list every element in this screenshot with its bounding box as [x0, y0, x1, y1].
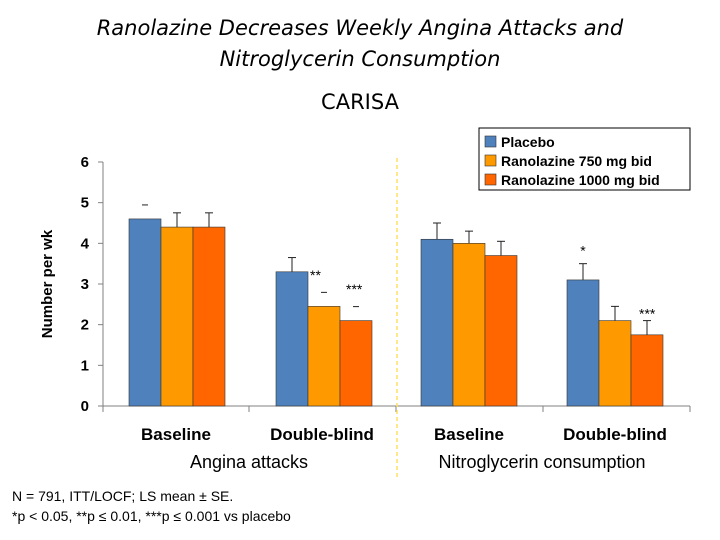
- significance-marker: *: [580, 243, 586, 259]
- legend-box: [478, 127, 691, 191]
- chart-title-line-1: Ranolazine Decreases Weekly Angina Attac…: [96, 16, 624, 40]
- category-label: Baseline: [141, 425, 211, 444]
- bar: [275, 271, 309, 407]
- labels-layer: Number per wk Baseline Double-blind Angina …: [39, 229, 667, 472]
- bar: [598, 320, 632, 407]
- legend: Placebo Ranolazine 750 mg bid Ranolazine 1…: [478, 127, 691, 191]
- legend-label: Ranolazine 750 mg bid: [501, 153, 652, 169]
- bar: [307, 306, 341, 407]
- bar: [192, 226, 226, 407]
- group-label: Angina attacks: [190, 452, 308, 472]
- group-label: Nitroglycerin consumption: [438, 452, 645, 472]
- bar: [630, 334, 664, 407]
- category-label: Baseline: [434, 425, 504, 444]
- y-axis-label: Number per wk: [39, 229, 56, 338]
- y-tick-label: 6: [81, 154, 89, 171]
- bar: [339, 320, 373, 407]
- bar: [160, 226, 194, 407]
- y-tick-label: 4: [81, 235, 90, 252]
- category-label: Double-blind: [270, 425, 374, 444]
- legend-label: Ranolazine 1000 mg bid: [501, 172, 660, 188]
- y-tick-label: 3: [81, 276, 89, 293]
- chart-title-line-2: Nitroglycerin Consumption: [219, 47, 501, 71]
- legend-swatch: [484, 154, 497, 167]
- y-tick-label: 5: [81, 195, 89, 212]
- legend-label: Placebo: [501, 134, 555, 150]
- significance-marker: ***: [639, 306, 656, 322]
- y-tick-label: 0: [81, 398, 89, 415]
- bar: [484, 255, 518, 407]
- legend-swatch: [484, 135, 497, 148]
- significance-marker: ***: [346, 281, 363, 297]
- bars-layer: [128, 204, 664, 407]
- y-tick-label: 2: [81, 317, 89, 334]
- y-tick-label: 1: [81, 357, 89, 374]
- study-name: CARISA: [321, 90, 399, 114]
- legend-swatch: [484, 173, 497, 186]
- bar: [566, 279, 600, 407]
- footnote-stats: N = 791, ITT/LOCF; LS mean ± SE.: [12, 488, 234, 504]
- category-label: Double-blind: [563, 425, 667, 444]
- significance-marker: **: [310, 267, 321, 283]
- bar: [420, 238, 454, 407]
- bar: [452, 243, 486, 407]
- bar: [128, 218, 162, 407]
- footnote-significance: *p < 0.05, **p ≤ 0.01, ***p ≤ 0.001 vs p…: [12, 508, 291, 524]
